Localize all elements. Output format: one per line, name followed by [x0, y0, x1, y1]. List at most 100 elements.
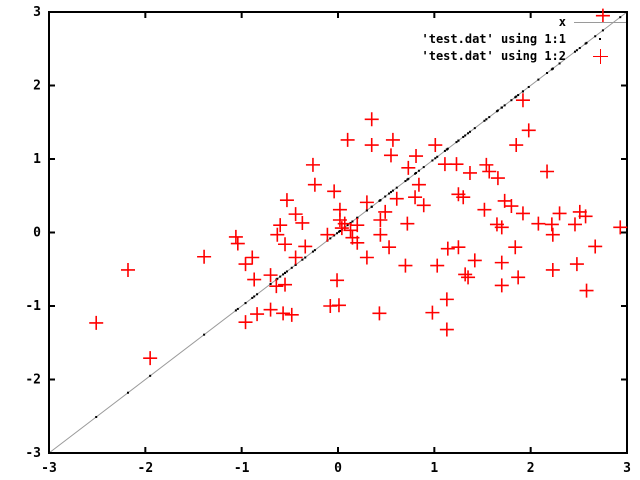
data-point-plus — [440, 241, 455, 256]
data-point-dot — [434, 157, 437, 160]
data-point-dot — [488, 116, 491, 119]
data-point-dot — [391, 189, 394, 192]
data-point-plus — [120, 262, 135, 277]
data-point-plus — [482, 164, 497, 179]
data-point-plus — [458, 267, 473, 282]
data-point-dot — [388, 192, 391, 195]
data-point-dot — [527, 85, 530, 88]
data-point-dot — [294, 263, 297, 266]
data-point-dot — [253, 295, 256, 298]
data-point-plus — [456, 190, 471, 205]
data-point-plus — [425, 305, 440, 320]
data-point-dot — [422, 166, 425, 169]
data-point-plus — [359, 250, 374, 265]
data-point-dot — [414, 172, 417, 175]
data-point-plus — [288, 250, 303, 265]
data-point-dot — [236, 307, 239, 310]
data-point-plus — [411, 177, 426, 192]
data-point-plus — [327, 184, 342, 199]
data-point-plus — [340, 132, 355, 147]
data-point-dot — [585, 41, 588, 44]
data-point-dot — [301, 258, 304, 261]
data-point-dot — [284, 271, 287, 274]
data-point-plus — [230, 236, 245, 251]
data-point-plus — [545, 262, 560, 277]
data-point-plus — [89, 315, 104, 330]
data-point-plus — [298, 239, 313, 254]
data-point-plus — [416, 198, 431, 213]
data-point-dot — [269, 282, 272, 285]
data-point-plus — [401, 160, 416, 175]
data-point-plus — [284, 307, 299, 322]
data-point-plus — [279, 193, 294, 208]
data-point-plus — [494, 220, 509, 235]
data-point-plus — [373, 227, 388, 242]
data-point-plus — [545, 227, 560, 242]
data-point-dot — [346, 224, 349, 227]
data-point-plus — [479, 157, 494, 172]
data-point-dot — [517, 94, 520, 97]
data-point-plus — [613, 220, 628, 235]
data-point-plus — [364, 112, 379, 127]
data-point-dot — [282, 273, 285, 276]
data-point-plus — [579, 283, 594, 298]
data-point-plus — [334, 221, 349, 236]
data-point-plus — [567, 217, 582, 232]
data-point-plus — [477, 202, 492, 217]
data-point-plus — [439, 322, 454, 337]
data-point-plus — [350, 235, 365, 250]
data-point-plus — [307, 177, 322, 192]
data-point-dot — [601, 29, 604, 32]
x-tick-label: 2 — [527, 461, 535, 476]
data-point-dot — [468, 130, 471, 133]
data-point-plus — [540, 164, 555, 179]
data-point-plus — [197, 249, 212, 264]
data-point-dot — [290, 266, 293, 269]
y-tick-label: -3 — [25, 446, 41, 461]
data-point-dot — [457, 139, 460, 142]
data-point-plus — [490, 171, 505, 186]
data-point-plus — [508, 240, 523, 255]
x-tick-label: 3 — [623, 461, 631, 476]
data-point-dot — [304, 256, 307, 259]
data-point-plus — [143, 351, 158, 366]
data-point-dot — [514, 96, 517, 99]
x-tick-label: 1 — [430, 461, 438, 476]
data-point-plus — [382, 240, 397, 255]
data-point-dot — [495, 110, 498, 113]
data-point-plus — [509, 138, 524, 153]
y-tick-label: -2 — [25, 373, 41, 388]
data-point-dot — [575, 49, 578, 52]
data-point-dot — [619, 16, 622, 19]
data-point-dot — [389, 191, 392, 194]
data-point-dot — [404, 180, 407, 183]
data-point-plus — [461, 270, 476, 285]
data-point-dot — [521, 90, 524, 93]
y-tick-label: -1 — [25, 299, 41, 314]
data-point-dot — [594, 35, 597, 38]
data-point-plus — [531, 216, 546, 231]
data-point-plus — [569, 257, 584, 272]
data-point-plus — [515, 93, 530, 108]
x-tick-label: -1 — [234, 461, 250, 476]
data-point-plus — [515, 206, 530, 221]
data-point-plus — [269, 279, 284, 294]
data-point-dot — [378, 199, 381, 202]
data-point-plus — [494, 255, 509, 270]
y-tick-label: 2 — [33, 79, 41, 94]
data-point-dot — [464, 134, 467, 137]
data-point-plus — [439, 292, 454, 307]
data-point-plus — [278, 277, 293, 292]
data-point-plus — [372, 306, 387, 321]
data-point-plus — [245, 250, 260, 265]
data-point-dot — [370, 205, 373, 208]
data-point-dot — [431, 159, 434, 162]
x-tick-label: -2 — [138, 461, 154, 476]
data-point-dot — [537, 78, 540, 81]
data-point-dot — [510, 99, 513, 102]
data-point-dot — [406, 178, 409, 181]
data-point-plus — [373, 213, 388, 228]
data-point-dot — [462, 135, 465, 138]
data-point-plus — [320, 227, 335, 242]
